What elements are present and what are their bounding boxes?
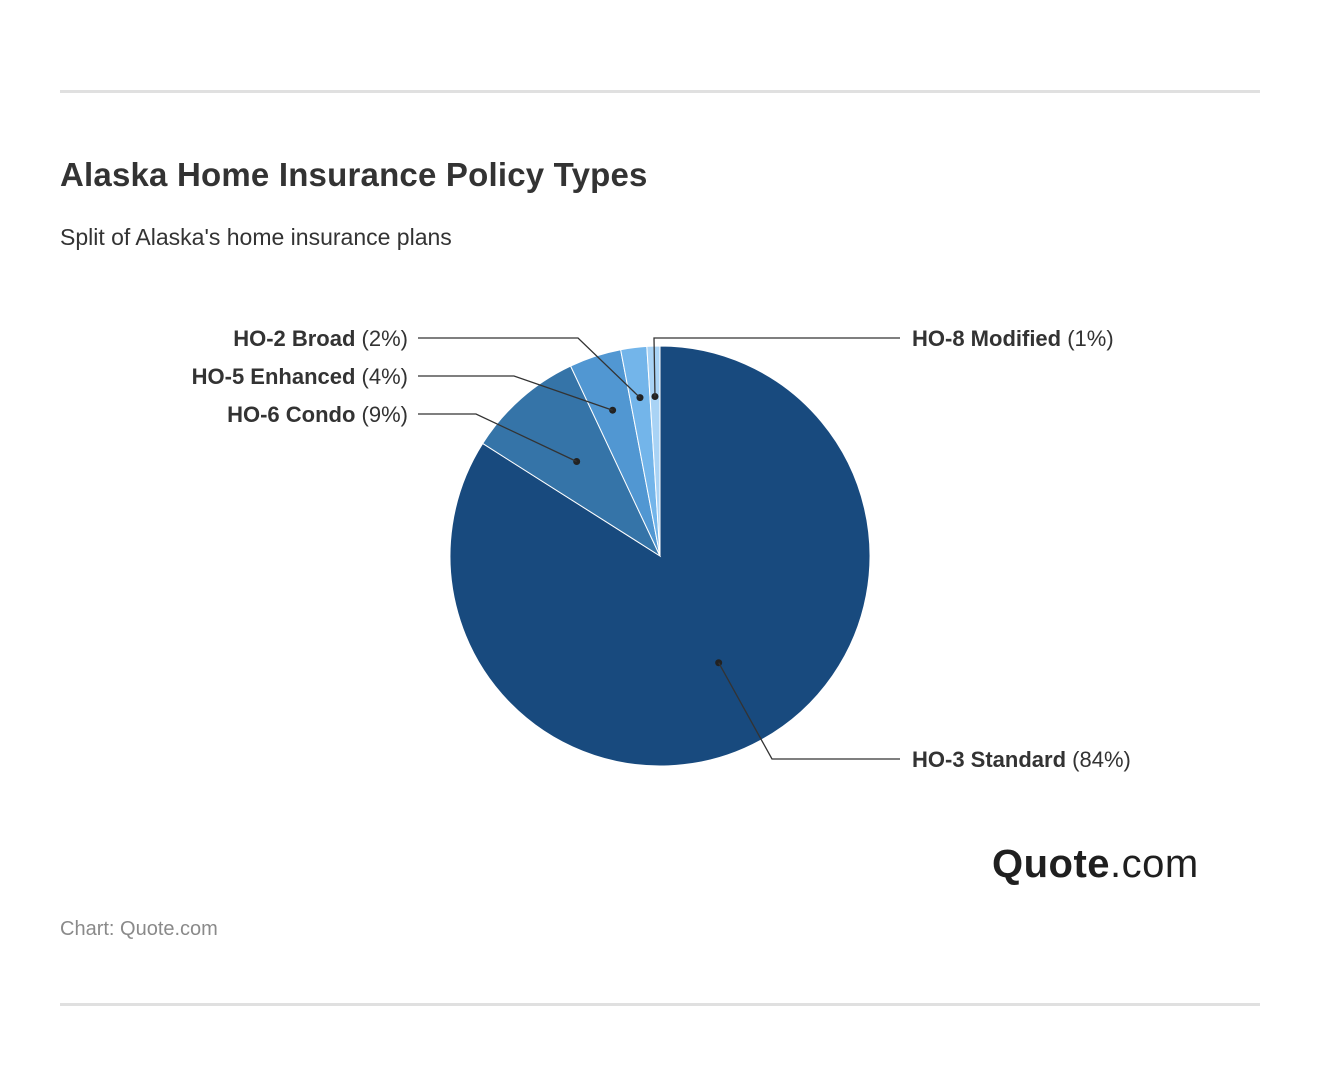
leader-line-ho-8-modified bbox=[653, 337, 900, 397]
leader-line-ho-5-enhanced bbox=[418, 375, 613, 411]
slice-label-value: (9%) bbox=[355, 402, 408, 427]
slice-label-value: (2%) bbox=[355, 326, 408, 351]
quote-logo: Quote.com bbox=[992, 842, 1199, 887]
slice-label-name: HO-3 Standard bbox=[912, 747, 1066, 772]
chart-subtitle: Split of Alaska's home insurance plans bbox=[60, 224, 452, 250]
pie-slice-ho-6-condo bbox=[482, 365, 662, 558]
logo-domain-text: .com bbox=[1110, 842, 1199, 886]
label-leaders bbox=[418, 337, 900, 760]
logo-bold-text: Quote bbox=[992, 842, 1111, 886]
slice-label-ho-6-condo: HO-6 Condo (9%) bbox=[227, 402, 408, 427]
chart-title: Alaska Home Insurance Policy Types bbox=[60, 156, 648, 193]
slice-labels: HO-3 Standard (84%) HO-6 Condo (9%) HO-5 E… bbox=[192, 326, 1131, 772]
chart-source: Chart: Quote.com bbox=[60, 918, 218, 940]
slice-label-value: (84%) bbox=[1066, 747, 1131, 772]
leader-line-ho-6-condo bbox=[418, 413, 577, 463]
pie-slices bbox=[449, 345, 871, 767]
top-divider bbox=[60, 90, 1260, 93]
bottom-divider bbox=[60, 1003, 1260, 1006]
slice-label-name: HO-6 Condo bbox=[227, 402, 355, 427]
slice-label-name: HO-5 Enhanced bbox=[192, 364, 356, 389]
leader-line-ho-2-broad bbox=[418, 337, 641, 399]
slice-label-value: (4%) bbox=[355, 364, 408, 389]
slice-label-name: HO-2 Broad bbox=[233, 326, 355, 351]
slice-label-value: (1%) bbox=[1061, 326, 1114, 351]
slice-label-ho-3-standard: HO-3 Standard (84%) bbox=[912, 747, 1131, 772]
slice-label-ho-5-enhanced: HO-5 Enhanced (4%) bbox=[192, 364, 408, 389]
slice-label-ho-8-modified: HO-8 Modified (1%) bbox=[912, 326, 1114, 351]
slice-label-ho-2-broad: HO-2 Broad (2%) bbox=[233, 326, 408, 351]
leader-line-ho-3-standard bbox=[718, 662, 900, 760]
slice-label-name: HO-8 Modified bbox=[912, 326, 1061, 351]
